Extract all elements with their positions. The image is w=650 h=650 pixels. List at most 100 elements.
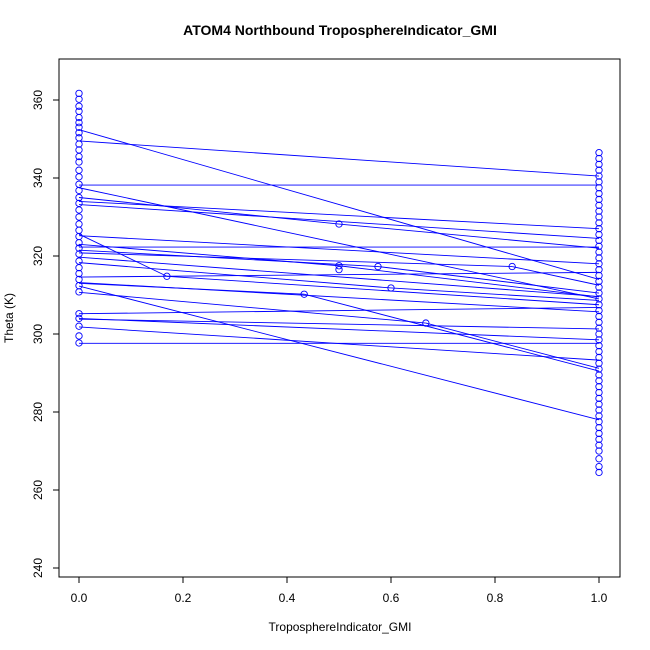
- data-point: [595, 423, 603, 432]
- data-line: [78, 129, 600, 280]
- data-segments: [78, 129, 600, 421]
- data-points: [75, 89, 603, 477]
- data-line: [78, 285, 600, 421]
- data-point: [595, 195, 603, 204]
- data-line: [78, 252, 513, 267]
- data-line: [425, 322, 600, 369]
- data-point: [595, 435, 603, 443]
- data-point: [75, 314, 83, 323]
- data-point: [595, 462, 603, 471]
- data-point: [508, 262, 516, 271]
- data-point: [595, 468, 603, 477]
- data-point: [595, 242, 603, 250]
- data-point: [75, 310, 83, 318]
- data-point: [595, 295, 603, 303]
- data-point: [75, 288, 83, 296]
- data-point: [163, 272, 171, 280]
- data-point: [595, 248, 603, 256]
- data-point: [595, 207, 603, 215]
- data-point: [75, 332, 83, 340]
- data-line: [338, 223, 600, 249]
- data-point: [75, 193, 83, 202]
- data-point: [595, 394, 603, 402]
- data-line: [78, 233, 168, 277]
- y-axis-label: Theta (K): [2, 293, 16, 343]
- data-point: [75, 264, 83, 272]
- data-point: [595, 336, 603, 344]
- data-point: [595, 306, 603, 315]
- x-axis-label: TroposphereIndicator_GMI: [269, 620, 412, 634]
- data-point: [595, 271, 603, 280]
- data-point: [595, 189, 603, 198]
- data-point: [595, 312, 603, 321]
- data-line: [377, 266, 600, 294]
- x-tick-label: 0.8: [487, 591, 504, 605]
- data-point: [595, 365, 603, 373]
- data-line: [304, 293, 600, 372]
- data-point: [595, 382, 603, 391]
- data-point: [75, 220, 83, 228]
- y-tick-label: 280: [31, 402, 45, 422]
- data-point: [595, 225, 603, 233]
- data-point: [75, 123, 83, 131]
- data-point: [300, 290, 308, 298]
- data-point: [75, 339, 83, 347]
- data-point: [595, 283, 603, 291]
- data-line: [78, 291, 426, 324]
- data-point: [595, 377, 603, 385]
- data-point: [595, 324, 603, 332]
- data-point: [595, 277, 603, 285]
- data-point: [595, 213, 603, 221]
- data-point: [75, 152, 83, 161]
- data-line: [78, 282, 305, 295]
- data-point: [75, 102, 83, 110]
- data-point: [595, 184, 603, 192]
- data-line: [78, 271, 600, 278]
- x-tick-label: 0.0: [71, 591, 88, 605]
- data-point: [595, 201, 603, 209]
- data-point: [75, 250, 83, 258]
- x-tick-label: 1.0: [591, 591, 608, 605]
- x-tick-label: 0.2: [175, 591, 192, 605]
- plot-frame: [58, 58, 621, 578]
- data-point: [75, 129, 83, 137]
- data-line: [338, 265, 600, 298]
- data-point: [595, 160, 603, 169]
- data-point: [595, 429, 603, 438]
- data-point: [387, 284, 395, 292]
- data-point: [75, 213, 83, 221]
- data-point: [595, 400, 603, 408]
- data-point: [595, 371, 603, 379]
- y-tick-label: 340: [31, 168, 45, 188]
- y-tick-label: 240: [31, 558, 45, 578]
- data-point: [595, 289, 603, 297]
- data-point: [75, 206, 83, 214]
- data-point: [374, 262, 382, 271]
- y-tick-label: 260: [31, 480, 45, 500]
- data-point: [595, 388, 603, 397]
- data-line: [78, 317, 600, 341]
- data-line: [512, 266, 600, 286]
- data-point: [595, 166, 603, 174]
- y-tick-label: 360: [31, 90, 45, 110]
- y-tick-label: 300: [31, 324, 45, 344]
- data-point: [75, 180, 83, 188]
- data-point: [75, 244, 83, 252]
- data-point: [75, 158, 83, 166]
- data-point: [595, 265, 603, 274]
- data-line: [390, 287, 600, 301]
- data-line: [78, 204, 600, 239]
- data-point: [595, 148, 603, 157]
- data-point: [75, 186, 83, 195]
- data-point: [595, 154, 603, 163]
- data-point: [335, 265, 343, 274]
- data-line: [78, 307, 600, 315]
- data-point: [75, 322, 83, 330]
- y-axis: 240 260 280 300 320 340 360: [31, 90, 60, 578]
- data-point: [75, 113, 83, 122]
- data-point: [75, 257, 83, 265]
- data-point: [75, 226, 83, 234]
- data-point: [595, 347, 603, 356]
